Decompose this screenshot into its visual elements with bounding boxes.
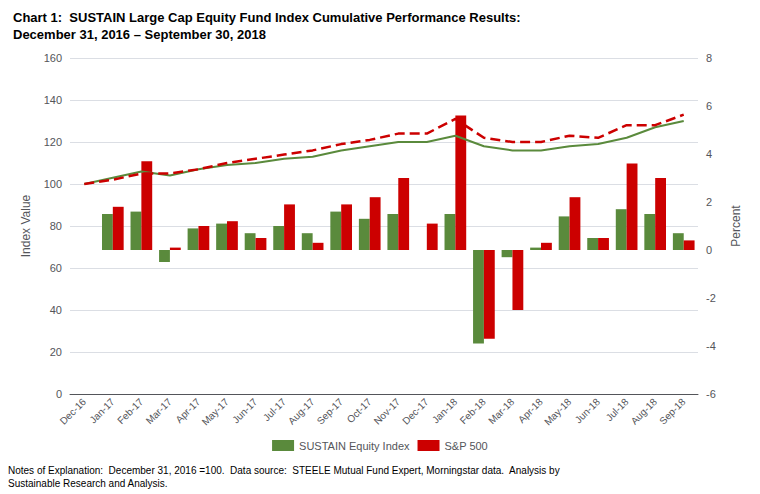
svg-text:Dec-16: Dec-16	[58, 396, 89, 427]
svg-text:Mar-18: Mar-18	[486, 396, 516, 426]
svg-text:-4: -4	[706, 340, 716, 352]
svg-text:160: 160	[44, 52, 62, 64]
svg-text:0: 0	[706, 244, 712, 256]
svg-text:Aug-18: Aug-18	[629, 396, 660, 427]
svg-text:8: 8	[706, 52, 712, 64]
svg-text:December 31, 2016 – September: December 31, 2016 – September 30, 2018	[13, 27, 266, 42]
svg-text:Chart 1: SUSTAIN Large Cap Eq: Chart 1: SUSTAIN Large Cap Equity Fund I…	[13, 10, 521, 25]
svg-text:S&P 500: S&P 500	[445, 440, 488, 452]
svg-text:Index Value: Index Value	[19, 194, 33, 257]
svg-text:May-18: May-18	[542, 396, 574, 428]
svg-text:-2: -2	[706, 292, 716, 304]
svg-text:Notes of Explanation: Decembe: Notes of Explanation: December 31, 2016 …	[8, 465, 560, 476]
svg-text:Jan-18: Jan-18	[430, 396, 460, 426]
svg-text:40: 40	[50, 304, 62, 316]
svg-text:Jun-17: Jun-17	[230, 396, 260, 426]
svg-text:6: 6	[706, 100, 712, 112]
svg-text:Mar-17: Mar-17	[144, 396, 174, 426]
svg-text:Sep-17: Sep-17	[315, 396, 346, 427]
svg-text:Oct-17: Oct-17	[345, 396, 374, 425]
svg-text:SUSTAIN Equity Index: SUSTAIN Equity Index	[299, 440, 410, 452]
svg-text:4: 4	[706, 148, 712, 160]
svg-text:Jan-17: Jan-17	[87, 396, 117, 426]
svg-text:120: 120	[44, 136, 62, 148]
svg-text:Apr-17: Apr-17	[173, 396, 202, 425]
svg-text:May-17: May-17	[200, 396, 232, 428]
svg-text:Feb-17: Feb-17	[115, 396, 145, 426]
svg-text:Jul-18: Jul-18	[604, 396, 631, 423]
svg-text:Nov-17: Nov-17	[372, 396, 403, 427]
svg-text:0: 0	[56, 388, 62, 400]
svg-text:Aug-17: Aug-17	[286, 396, 317, 427]
svg-text:Feb-18: Feb-18	[458, 396, 488, 426]
svg-text:Dec-17: Dec-17	[400, 396, 431, 427]
svg-text:Jun-18: Jun-18	[573, 396, 603, 426]
svg-text:2: 2	[706, 196, 712, 208]
svg-text:60: 60	[50, 262, 62, 274]
svg-text:100: 100	[44, 178, 62, 190]
svg-text:Jul-17: Jul-17	[261, 396, 288, 423]
svg-text:80: 80	[50, 220, 62, 232]
svg-text:Apr-18: Apr-18	[516, 396, 545, 425]
svg-text:20: 20	[50, 346, 62, 358]
svg-text:140: 140	[44, 94, 62, 106]
svg-text:Percent: Percent	[729, 205, 743, 247]
svg-text:Sep-18: Sep-18	[657, 396, 688, 427]
svg-text:Sustainable Research and Analy: Sustainable Research and Analysis.	[8, 478, 168, 489]
svg-text:-6: -6	[706, 388, 716, 400]
